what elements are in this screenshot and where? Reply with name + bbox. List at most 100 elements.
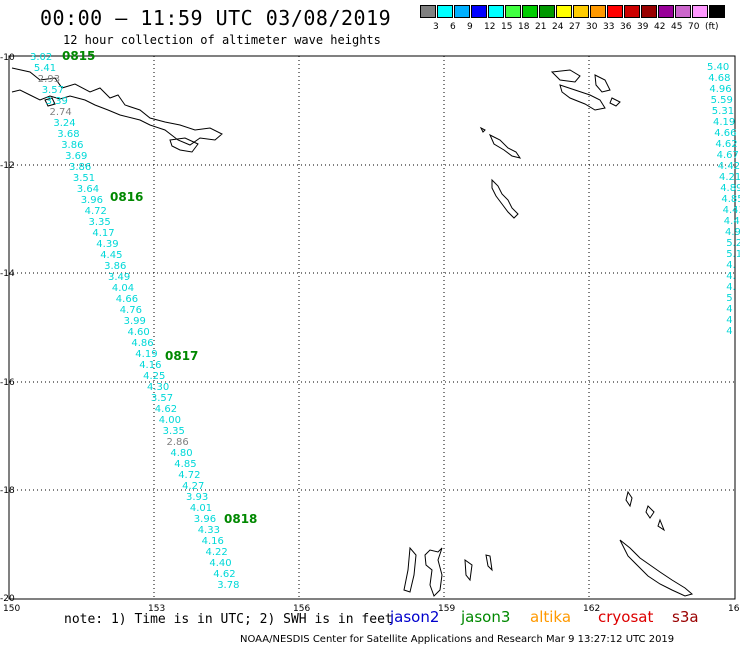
wave-height-value: 4.22 — [206, 547, 228, 558]
colorbar-swatch — [556, 5, 572, 18]
wave-height-value: 4.01 — [190, 503, 212, 514]
wave-height-value-right: 4 — [726, 315, 732, 326]
track-right: 5.404.684.965.595.314.194.664.624.674.42… — [707, 62, 740, 337]
colorbar-swatch — [420, 5, 436, 18]
colorbar-swatch — [709, 5, 725, 18]
wave-height-value-right: 5 — [726, 293, 732, 304]
wave-height-value-right: 4. — [726, 271, 736, 282]
wave-height-value: 4.40 — [209, 558, 231, 569]
wave-height-value: 4.30 — [147, 382, 169, 393]
coastline-islet-2 — [488, 133, 522, 159]
colorbar-label: 3 — [433, 22, 439, 32]
wave-height-value-right: 4.42 — [718, 161, 740, 172]
colorbar-label: 33 — [603, 22, 615, 32]
wave-height-value: 4.60 — [128, 327, 150, 338]
colorbar-swatch — [573, 5, 589, 18]
footer-credit: NOAA/NESDIS Center for Satellite Applica… — [240, 634, 675, 645]
colorbar-label: (ft) — [705, 22, 719, 32]
coastline-solomons-3 — [594, 74, 611, 93]
wave-height-value: 2.74 — [50, 107, 72, 118]
y-tick-label: -20 — [0, 594, 15, 604]
map-frame — [8, 55, 736, 600]
wave-height-value: 4.66 — [116, 294, 138, 305]
colorbar-swatch — [471, 5, 487, 18]
wave-height-value: 4.00 — [159, 415, 181, 426]
wave-height-value: 3.86 — [61, 140, 83, 151]
colorbar-label: 70 — [688, 22, 700, 32]
colorbar-label: 30 — [586, 22, 598, 32]
colorbar-swatch — [675, 5, 691, 18]
wave-height-value: 3.49 — [108, 272, 130, 283]
x-tick-label: 159 — [438, 604, 455, 614]
colorbar-swatch — [658, 5, 674, 18]
wave-height-value: 3.96 — [81, 195, 103, 206]
chart-title: 00:00 – 11:59 UTC 03/08/2019 — [40, 6, 392, 30]
chart-subtitle: 12 hour collection of altimeter wave hei… — [63, 33, 381, 47]
x-tick-label: 153 — [148, 604, 165, 614]
wave-height-value: 4.85 — [174, 459, 196, 470]
colorbar-label: 39 — [637, 22, 649, 32]
track-time-label: 0816 — [110, 190, 143, 204]
wave-height-value: 3.51 — [73, 173, 95, 184]
wave-height-value-right: 5.2 — [726, 238, 740, 249]
track-time-label: 0818 — [224, 512, 257, 526]
wave-height-value-right: 4.89 — [720, 183, 740, 194]
satellite-s3a: s3a — [672, 608, 699, 626]
x-tick-label: 162 — [583, 604, 600, 614]
coastline-vanuatu-4 — [485, 554, 493, 572]
footer-note: note: 1) Time is in UTC; 2) SWH is in fe… — [64, 612, 393, 627]
satellite-jason3: jason3 — [461, 608, 511, 626]
wave-height-value-right: 5.59 — [711, 95, 733, 106]
wave-height-value: 4.72 — [85, 206, 107, 217]
satellite-cryosat: cryosat — [598, 608, 654, 626]
wave-height-value-right: 4.9 — [725, 227, 740, 238]
wave-height-value: 4.04 — [112, 283, 134, 294]
wave-height-value-right: 4. — [726, 282, 736, 293]
wave-height-value-right: 4.4 — [724, 216, 740, 227]
wave-height-value-right: 4.67 — [717, 150, 739, 161]
wave-height-value-right: 4.62 — [715, 139, 737, 150]
coastline-solomons-1 — [550, 69, 581, 83]
wave-height-value-right: 4.85 — [721, 194, 740, 205]
colorbar-label: 42 — [654, 22, 666, 32]
grid — [9, 56, 735, 599]
colorbar-swatch — [590, 5, 606, 18]
coastline-islet-3 — [491, 178, 519, 219]
colorbar-swatch — [437, 5, 453, 18]
y-tick-label: -10 — [0, 53, 15, 63]
wave-height-value: 3.96 — [194, 514, 216, 525]
colorbar-swatch — [641, 5, 657, 18]
track-time-labels: 0815 0816 0817 0818 — [62, 49, 257, 526]
wave-height-value: 3.86 — [69, 162, 91, 173]
track-time-label: 0817 — [165, 349, 198, 363]
colorbar-swatch — [488, 5, 504, 18]
wave-height-value-right: 4 — [726, 304, 732, 315]
wave-height-value-right: 4.96 — [709, 84, 731, 95]
colorbar-label: 21 — [535, 22, 547, 32]
wave-height-value-right: 4 — [726, 326, 732, 337]
wave-height-value: 4.72 — [178, 470, 200, 481]
track-time-label: 0815 — [62, 49, 95, 63]
wave-height-value-right: 4.43 — [723, 205, 740, 216]
coastlines — [11, 67, 694, 597]
wave-height-value-right: 5.31 — [712, 106, 734, 117]
x-tick-label: 165 — [728, 604, 740, 614]
coastline-new-caledonia — [619, 539, 694, 597]
coastline-solomons-4 — [609, 97, 621, 107]
wave-height-value: 3.35 — [89, 217, 111, 228]
wave-height-value-right: 4.66 — [714, 128, 736, 139]
coastline-vanuatu-2 — [424, 547, 443, 597]
colorbar-swatch — [522, 5, 538, 18]
wave-height-value: 4.16 — [139, 360, 161, 371]
colorbar-swatch — [624, 5, 640, 18]
colorbar-label: 24 — [552, 22, 564, 32]
wave-height-value: 3.35 — [163, 426, 185, 437]
wave-height-value: 3.02 — [30, 52, 52, 63]
colorbar-label: 45 — [671, 22, 683, 32]
colorbar — [420, 5, 726, 18]
colorbar-swatch — [692, 5, 708, 18]
x-tick-label: 150 — [3, 604, 20, 614]
colorbar-label: 9 — [467, 22, 473, 32]
coastline-east-islets — [625, 490, 666, 532]
wave-height-value: 3.24 — [53, 118, 75, 129]
